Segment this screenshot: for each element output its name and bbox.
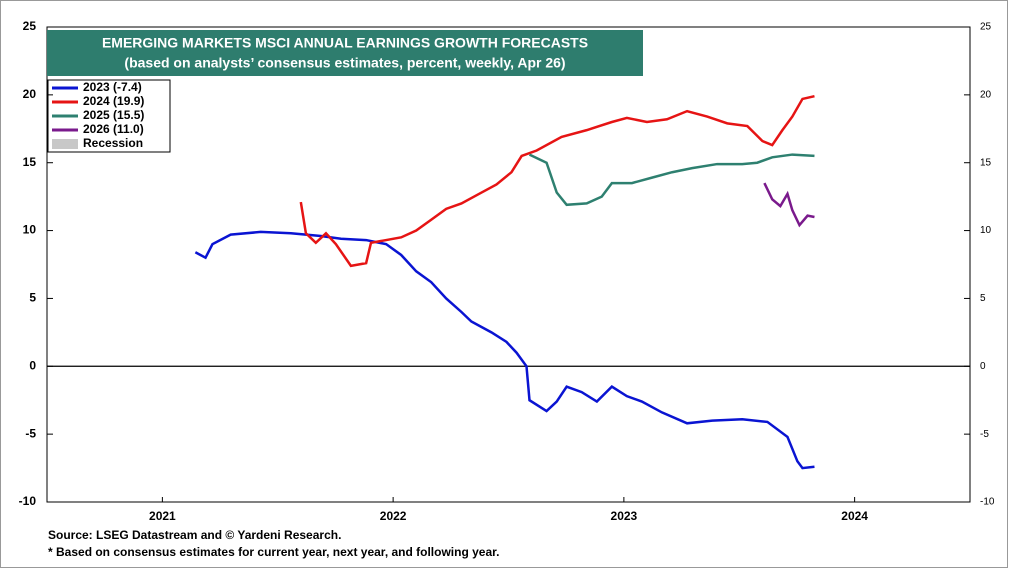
y-tick-label: 0 <box>29 358 36 372</box>
y-tick-label: 10 <box>23 223 37 237</box>
y2-tick-label: 25 <box>980 22 992 33</box>
series-line <box>528 153 815 207</box>
y2-tick-label: -10 <box>980 497 995 508</box>
y-tick-label: 15 <box>23 155 37 169</box>
y-tick-label: -10 <box>19 494 37 508</box>
plot-frame <box>46 26 971 503</box>
series-line <box>299 94 815 268</box>
legend-label: Recession <box>83 136 143 150</box>
y2-tick-label: 5 <box>980 293 986 304</box>
legend-swatch <box>52 139 78 149</box>
y2-tick-label: 20 <box>980 89 992 100</box>
x-tick-label: 2021 <box>149 509 176 523</box>
x-tick-label: 2023 <box>611 509 638 523</box>
chart-title: EMERGING MARKETS MSCI ANNUAL EARNINGS GR… <box>102 35 588 51</box>
chart-subtitle: (based on analysts’ consensus estimates,… <box>124 55 565 71</box>
y2-tick-label: -5 <box>980 429 989 440</box>
y-tick-label: 25 <box>23 19 37 33</box>
series-line <box>194 230 815 470</box>
legend-label: 2024 (19.9) <box>83 94 144 108</box>
series-line <box>763 182 815 228</box>
y-tick-label: -5 <box>25 426 36 440</box>
x-tick-label: 2022 <box>380 509 407 523</box>
y-tick-label: 5 <box>29 291 36 305</box>
title-box <box>47 30 643 76</box>
y2-tick-label: 15 <box>980 157 992 168</box>
legend-label: 2025 (15.5) <box>83 108 144 122</box>
y2-tick-label: 10 <box>980 225 992 236</box>
legend-label: 2026 (11.0) <box>83 122 144 136</box>
x-tick-label: 2024 <box>841 509 868 523</box>
y-tick-label: 20 <box>23 87 37 101</box>
footnote: Source: LSEG Datastream and © Yardeni Re… <box>48 528 341 542</box>
footnote: * Based on consensus estimates for curre… <box>48 545 500 559</box>
y2-tick-label: 0 <box>980 361 986 372</box>
legend-label: 2023 (-7.4) <box>83 80 142 94</box>
